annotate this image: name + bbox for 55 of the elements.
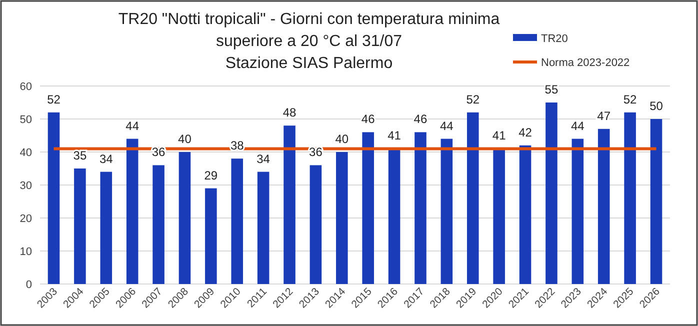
bar	[284, 126, 296, 284]
data-label: 35	[73, 148, 87, 162]
data-label: 44	[126, 118, 140, 133]
y-tick-label: 10	[20, 246, 32, 258]
bar	[466, 112, 479, 284]
bar	[48, 112, 60, 284]
data-label: 41	[388, 128, 402, 143]
bar	[231, 158, 244, 284]
data-label: 52	[47, 92, 61, 106]
bar	[519, 145, 532, 284]
bar	[336, 152, 348, 284]
data-label: 34	[99, 152, 114, 166]
bar	[100, 172, 112, 284]
data-label: 52	[623, 92, 638, 106]
bar	[624, 112, 636, 284]
bar	[572, 138, 584, 284]
data-label: 46	[414, 112, 428, 126]
bar	[362, 132, 374, 284]
y-tick-label: 50	[20, 114, 32, 126]
data-label: 40	[178, 132, 192, 146]
y-tick-label: 0	[26, 279, 32, 291]
data-label: 47	[597, 108, 611, 123]
data-label: 29	[204, 168, 218, 182]
data-label: 40	[335, 132, 349, 146]
bar	[388, 148, 400, 284]
data-label: 50	[650, 99, 664, 113]
bar	[598, 128, 610, 284]
bar	[126, 138, 138, 284]
legend-label: Norma 2023-2022	[541, 57, 630, 69]
bar	[650, 119, 662, 284]
data-label: 48	[282, 106, 297, 120]
data-label: 52	[466, 92, 480, 106]
bar	[414, 132, 426, 284]
data-label: 44	[440, 118, 454, 133]
y-tick-label: 60	[20, 81, 32, 93]
bar	[205, 188, 217, 284]
y-tick-label: 30	[20, 180, 32, 192]
y-tick-label: 20	[20, 213, 32, 225]
bar	[546, 102, 558, 284]
data-label: 34	[256, 152, 270, 166]
bar	[440, 138, 453, 284]
bar	[257, 172, 270, 284]
bar	[74, 168, 86, 284]
y-tick-label: 40	[20, 147, 32, 159]
bar	[310, 165, 322, 284]
bar	[493, 148, 505, 284]
data-label: 42	[518, 125, 532, 140]
data-label: 55	[544, 82, 558, 96]
data-label: 41	[492, 128, 506, 143]
data-label: 44	[570, 118, 585, 133]
bar	[178, 152, 191, 284]
data-label: 46	[361, 112, 376, 126]
chart-title: TR20 "Notti tropicali" - Giorni con temperatura minima superiore a 20 °C al 31/07 Stazione SIAS Palermo	[118, 11, 500, 72]
legend-label: TR20	[541, 33, 568, 45]
bar	[152, 165, 164, 284]
